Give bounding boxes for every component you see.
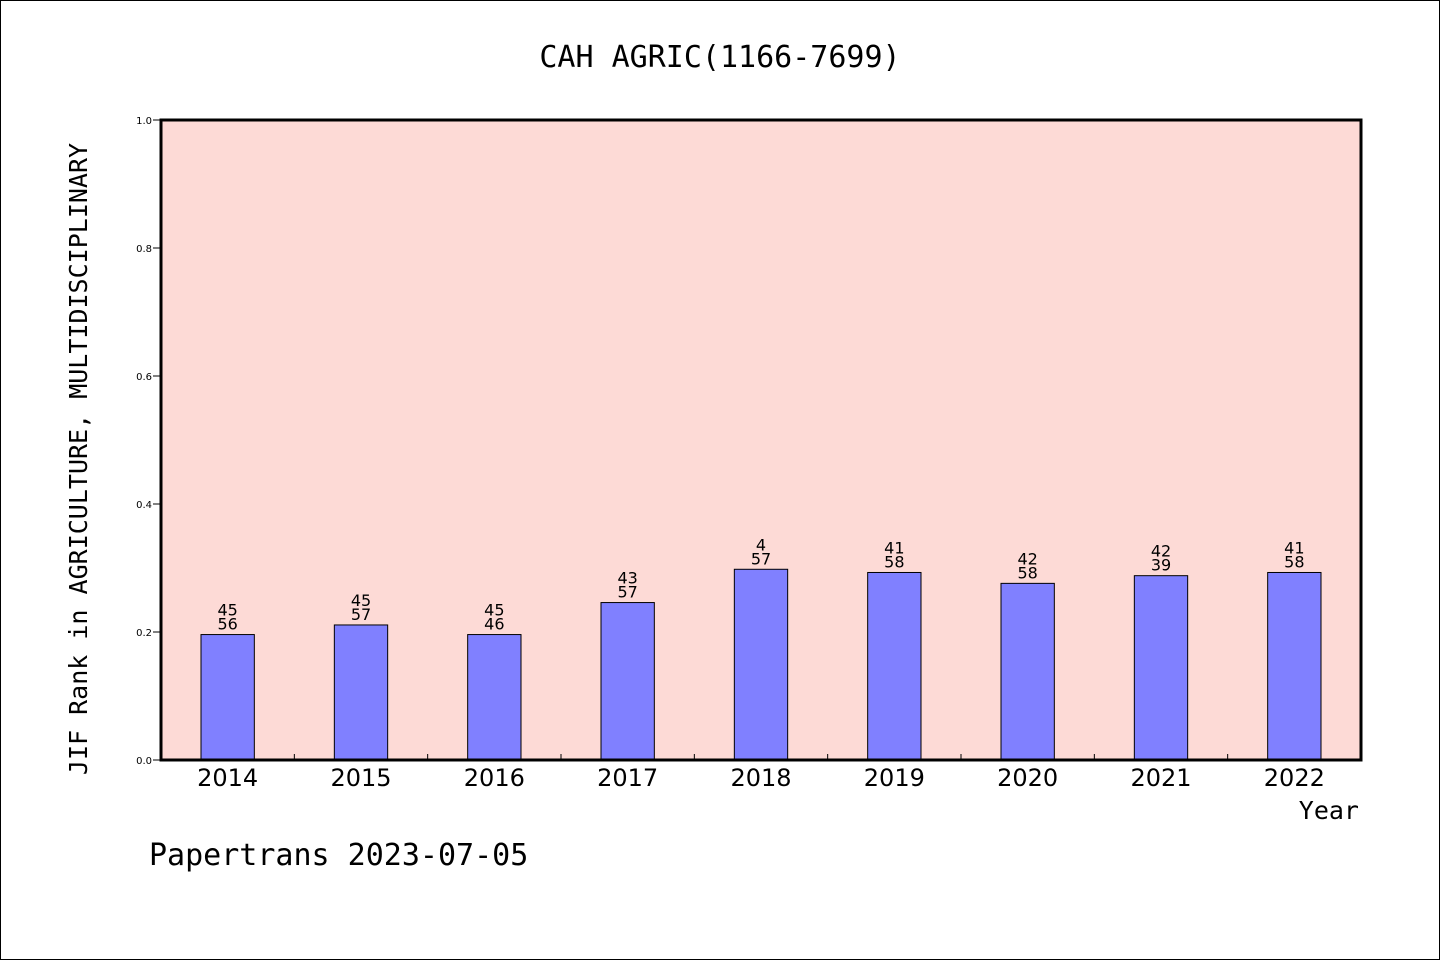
bar-label-top-2014: 45 [217, 601, 237, 620]
y-tick-label: 0.0 [136, 756, 152, 767]
chart-title: CAH AGRIC(1166-7699) [539, 40, 900, 75]
y-tick-label: 0.2 [136, 628, 152, 639]
bar-2016 [467, 634, 522, 761]
y-tick-label: 0.6 [136, 372, 152, 383]
y-tick-label: 1.0 [136, 116, 152, 127]
x-tick-label-2017: 2017 [597, 764, 658, 792]
bar-2017 [600, 602, 655, 761]
bar-label-bottom-2017: 57 [617, 583, 637, 602]
bar-label-bottom-2015: 57 [351, 605, 371, 624]
bar-label-top-2018: 4 [756, 535, 766, 554]
y-axis-label: JIF Rank in AGRICULTURE, MULTIDISCIPLINA… [64, 143, 93, 775]
bar-label-bottom-2018: 57 [751, 549, 771, 568]
x-tick-label-2020: 2020 [997, 764, 1058, 792]
x-tick-label-2015: 2015 [330, 764, 391, 792]
bar-label-top-2017: 43 [617, 569, 637, 588]
bar-label-bottom-2022: 58 [1284, 552, 1304, 571]
bar-label-bottom-2020: 58 [1017, 563, 1037, 582]
x-axis-label: Year [1299, 796, 1359, 825]
x-tick-label-2018: 2018 [730, 764, 791, 792]
y-tick-label: 0.8 [136, 244, 152, 255]
bar-label-top-2020: 42 [1017, 549, 1037, 568]
bar-label-top-2019: 41 [884, 538, 904, 557]
x-tick-label-2019: 2019 [864, 764, 925, 792]
bar-label-bottom-2021: 39 [1151, 556, 1171, 575]
plot-border [159, 118, 1363, 762]
bar-label-bottom-2019: 58 [884, 552, 904, 571]
bar-2015 [333, 624, 389, 761]
x-tick-label-2022: 2022 [1264, 764, 1325, 792]
bar-label-bottom-2014: 56 [217, 615, 237, 634]
bar-2018 [733, 568, 789, 761]
bar-2020 [1000, 582, 1055, 761]
x-tick-label-2021: 2021 [1130, 764, 1191, 792]
y-tick-label: 0.4 [136, 500, 152, 511]
bar-label-top-2021: 42 [1151, 542, 1171, 561]
x-tick-label-2016: 2016 [464, 764, 525, 792]
bar-label-top-2016: 45 [484, 601, 504, 620]
bar-label-top-2022: 41 [1284, 538, 1304, 557]
bar-2014 [200, 634, 255, 761]
bar-2019 [867, 571, 922, 761]
bar-2022 [1267, 571, 1322, 761]
bar-2021 [1133, 575, 1189, 761]
x-tick-label-2014: 2014 [197, 764, 258, 792]
bar-label-bottom-2016: 46 [484, 615, 504, 634]
footer-credit: Papertrans 2023-07-05 [149, 838, 528, 873]
bar-label-top-2015: 45 [351, 591, 371, 610]
